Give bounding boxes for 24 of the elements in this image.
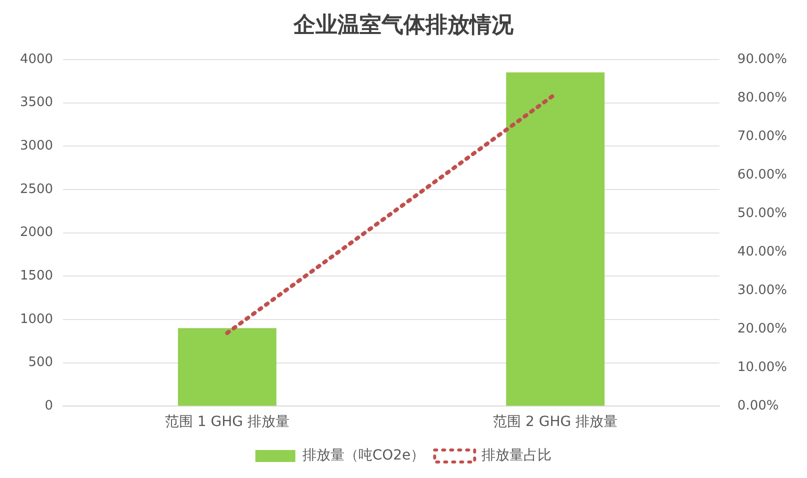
- y-tick-label: 2500: [20, 182, 54, 197]
- y-tick-label: 1000: [20, 312, 54, 327]
- legend-label: 排放量（吨CO2e）: [302, 448, 425, 464]
- y-tick-label: 4000: [20, 52, 54, 67]
- legend-label: 排放量占比: [482, 448, 552, 464]
- y2-tick-label: 60.00%: [737, 167, 788, 182]
- y2-tick-label: 30.00%: [737, 282, 788, 298]
- y-tick-label: 1500: [20, 268, 54, 284]
- y-tick-label: 0: [44, 398, 54, 414]
- y2-tick-label: 40.00%: [737, 244, 788, 260]
- y2-tick-label: 20.00%: [737, 322, 788, 337]
- x-tick-label: 范围 2 GHG 排放量: [493, 414, 618, 430]
- y2-tick-label: 70.00%: [737, 128, 788, 144]
- y-tick-label: 500: [28, 355, 54, 370]
- x-tick-label: 范围 1 GHG 排放量: [164, 414, 290, 430]
- y2-tick-label: 50.00%: [737, 206, 788, 221]
- y2-tick-label: 80.00%: [737, 90, 788, 106]
- y-tick-label: 2000: [20, 225, 54, 240]
- chart-title: 企业温室气体排放情况: [292, 12, 514, 38]
- y-tick-label: 3500: [20, 95, 54, 110]
- y2-tick-label: 0.00%: [737, 398, 779, 414]
- y2-tick-label: 10.00%: [737, 360, 788, 376]
- y-tick-label: 3000: [20, 138, 54, 154]
- y2-tick-label: 90.00%: [737, 52, 788, 67]
